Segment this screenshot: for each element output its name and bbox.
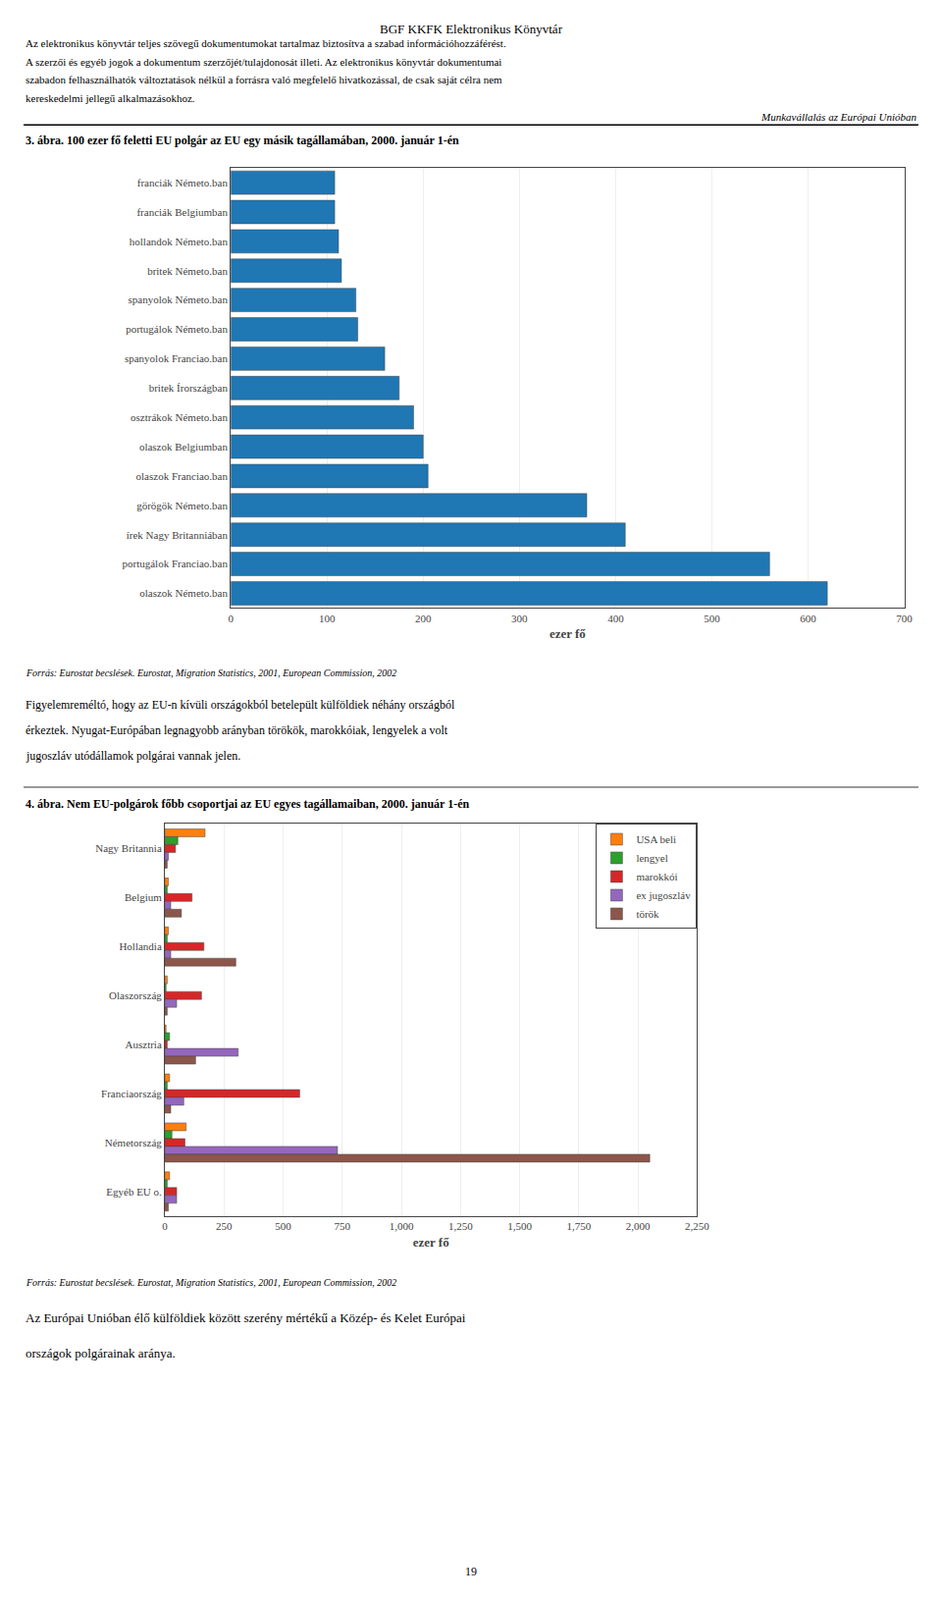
svg-text:Hollandia: Hollandia [118, 940, 161, 952]
svg-text:1,500: 1,500 [507, 1219, 532, 1232]
svg-text:ezer fő: ezer fő [413, 1234, 450, 1250]
svg-text:franciák Németo.ban: franciák Németo.ban [137, 176, 229, 189]
svg-text:görögök Németo.ban: görögök Németo.ban [136, 499, 228, 512]
svg-text:USA beli: USA beli [635, 833, 677, 845]
svg-text:4. ábra. Nem EU-polgárok főbb: 4. ábra. Nem EU-polgárok főbb csoportjai… [25, 796, 471, 811]
svg-text:britek Írországban: britek Írországban [149, 381, 229, 394]
svg-text:600: 600 [799, 612, 817, 625]
svg-text:hollandok Németo.ban: hollandok Németo.ban [129, 235, 229, 248]
svg-text:ex jugoszláv: ex jugoszláv [635, 889, 691, 901]
svg-text:érkeztek. Nyugat-Európában leg: érkeztek. Nyugat-Európában legnagyobb ar… [25, 723, 449, 737]
svg-text:spanyolok Franciao.ban: spanyolok Franciao.ban [124, 352, 229, 365]
svg-text:0: 0 [227, 612, 234, 625]
svg-text:BGF KKFK Elektronikus Könyvtár: BGF KKFK Elektronikus Könyvtár [379, 21, 564, 37]
svg-text:portugálok Németo.ban: portugálok Németo.ban [125, 322, 228, 335]
svg-text:olaszok Németo.ban: olaszok Németo.ban [139, 586, 228, 599]
svg-text:500: 500 [274, 1219, 292, 1232]
svg-text:3. ábra. 100 ezer fő feletti E: 3. ábra. 100 ezer fő feletti EU polgár a… [25, 133, 460, 148]
svg-text:1,000: 1,000 [389, 1219, 415, 1232]
svg-text:spanyolok Németo.ban: spanyolok Németo.ban [128, 293, 229, 306]
svg-text:0: 0 [161, 1219, 168, 1232]
svg-text:Forrás: Eurostat becslések. Eu: Forrás: Eurostat becslések. Eurostat, Mi… [25, 1276, 397, 1288]
svg-text:britek Németo.ban: britek Németo.ban [147, 264, 228, 277]
svg-text:Munkavállalás az Európai Uniób: Munkavállalás az Európai Unióban [760, 110, 917, 123]
svg-text:250: 250 [215, 1219, 233, 1232]
svg-text:olaszok Belgiumban: olaszok Belgiumban [139, 440, 229, 453]
svg-text:osztrákok Németo.ban: osztrákok Németo.ban [130, 411, 228, 423]
svg-text:750: 750 [334, 1219, 352, 1232]
svg-text:olaszok Franciao.ban: olaszok Franciao.ban [136, 470, 229, 482]
svg-text:Olaszország: Olaszország [108, 989, 162, 1001]
svg-text:franciák Belgiumban: franciák Belgiumban [136, 206, 228, 218]
svg-text:100: 100 [318, 612, 336, 625]
svg-text:Egyéb EU o.: Egyéb EU o. [105, 1185, 162, 1198]
svg-text:török: török [635, 907, 660, 920]
svg-text:írek Nagy Britanniában: írek Nagy Britanniában [126, 528, 229, 541]
svg-text:1,750: 1,750 [566, 1219, 591, 1232]
svg-text:szabadon felhasználhatók válto: szabadon felhasználhatók változtatások n… [25, 73, 503, 86]
svg-text:Az Európai Unióban élő külföld: Az Európai Unióban élő külföldiek között… [25, 1309, 467, 1325]
svg-text:Az elektronikus könyvtár telje: Az elektronikus könyvtár teljes szövegű … [25, 37, 507, 50]
svg-text:Nagy Britannia: Nagy Britannia [95, 841, 162, 854]
svg-text:jugoszláv utódállamok polgárai: jugoszláv utódállamok polgárai vannak je… [25, 748, 241, 763]
svg-text:országok polgárainak aránya.: országok polgárainak aránya. [25, 1345, 176, 1361]
svg-text:A szerzői és egyéb jogok a dok: A szerzői és egyéb jogok a dokumentum sz… [25, 55, 502, 68]
svg-text:700: 700 [895, 612, 913, 625]
svg-text:Belgium: Belgium [124, 890, 162, 903]
svg-text:2,250: 2,250 [684, 1219, 710, 1232]
svg-text:1,250: 1,250 [448, 1219, 473, 1232]
svg-text:Franciaország: Franciaország [101, 1087, 162, 1099]
svg-text:400: 400 [607, 612, 625, 625]
svg-text:200: 200 [415, 612, 432, 625]
svg-text:marokkói: marokkói [635, 870, 678, 883]
svg-text:Forrás: Eurostat becslések. Eu: Forrás: Eurostat becslések. Eurostat, Mi… [25, 667, 397, 679]
svg-text:2,000: 2,000 [626, 1219, 651, 1232]
svg-text:lengyel: lengyel [635, 851, 668, 864]
svg-text:300: 300 [511, 612, 528, 625]
svg-text:500: 500 [703, 612, 721, 625]
svg-text:Figyelemreméltó, hogy az EU-n: Figyelemreméltó, hogy az EU-n kívüli ors… [25, 697, 456, 712]
svg-text:kereskedelmi jellegű alkalmazá: kereskedelmi jellegű alkalmazásokhoz. [25, 92, 196, 105]
svg-text:Ausztria: Ausztria [125, 1038, 162, 1050]
svg-text:ezer fő: ezer fő [549, 626, 586, 641]
svg-text:19: 19 [465, 1564, 477, 1578]
svg-text:portugálok Franciao.ban: portugálok Franciao.ban [121, 557, 228, 570]
svg-text:Németország: Németország [104, 1136, 163, 1149]
